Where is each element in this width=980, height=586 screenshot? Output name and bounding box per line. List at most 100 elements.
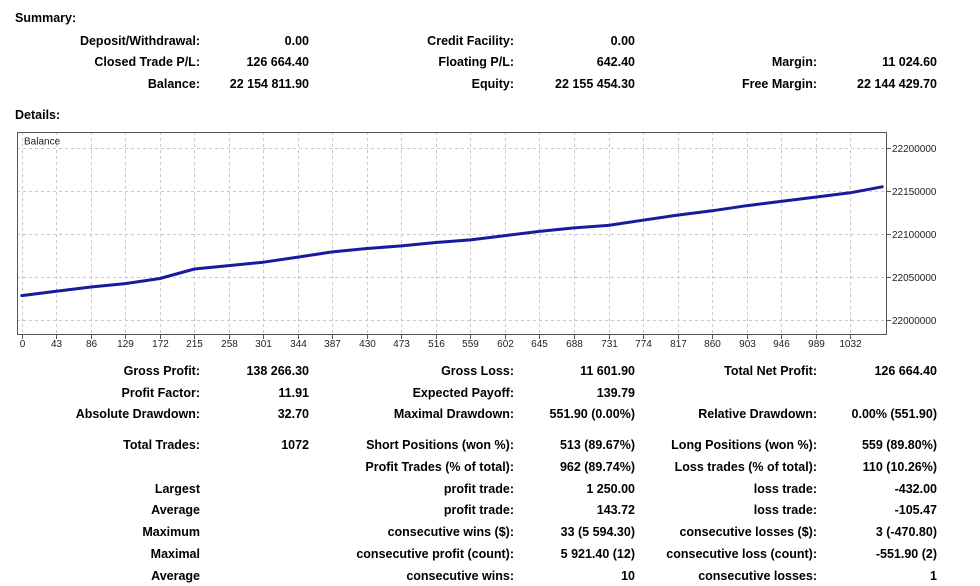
stats-row-average: Average profit trade: 143.72 loss trade:… [0, 502, 980, 518]
free-margin-value: 22 144 429.70 [857, 77, 937, 91]
summary-row-2: Closed Trade P/L: 126 664.40 Floating P/… [0, 54, 980, 70]
maximal-consecutive-profit-value: 5 921.40 (12) [560, 547, 635, 561]
x-tick-label: 989 [808, 339, 825, 350]
total-net-profit-value: 126 664.40 [874, 364, 937, 378]
balance-chart-container: 0 43 86 129 172 215 258 301 344 387 430 473 516 559 60… [15, 128, 945, 353]
gross-profit-value: 138 266.30 [246, 364, 309, 378]
deposit-withdrawal-label: Deposit/Withdrawal: [79, 34, 200, 48]
relative-drawdown-label: Relative Drawdown: [698, 407, 817, 421]
x-tick-label: 903 [739, 339, 756, 350]
free-margin-label: Free Margin: [741, 77, 817, 91]
profit-trades-label: Profit Trades (% of total): [365, 460, 514, 474]
details-heading: Details: [15, 108, 61, 122]
average-label: Average [151, 503, 200, 517]
grid-lines [17, 132, 887, 335]
average-consecutive-losses-label: consecutive losses: [698, 569, 817, 583]
axis-ticks [22, 148, 891, 339]
stats-row-drawdown: Absolute Drawdown: 32.70 Maximal Drawdow… [0, 406, 980, 422]
loss-trades-label: Loss trades (% of total): [674, 460, 817, 474]
series-layer [20, 185, 884, 298]
expected-payoff-label: Expected Payoff: [412, 386, 514, 400]
balance-value: 22 154 811.90 [229, 77, 309, 91]
absolute-drawdown-label: Absolute Drawdown: [75, 407, 200, 421]
y-tick-label: 22100000 [892, 230, 937, 241]
max-consecutive-wins-label: consecutive wins ($): [387, 525, 514, 539]
equity-label: Equity: [471, 77, 514, 91]
gross-profit-label: Gross Profit: [123, 364, 200, 378]
x-tick-label: 172 [152, 339, 169, 350]
balance-line [20, 185, 884, 298]
stats-row-trades: Total Trades: 1072 Short Positions (won … [0, 437, 980, 453]
absolute-drawdown-value: 32.70 [277, 407, 309, 421]
average-consecutive-losses-value: 1 [930, 569, 937, 583]
average-consecutive-label: Average [151, 569, 200, 583]
summary-row-3: Balance: 22 154 811.90 Equity: 22 155 45… [0, 76, 980, 92]
margin-value: 11 024.60 [882, 55, 937, 69]
x-tick-label: 0 [20, 339, 26, 350]
short-positions-label: Short Positions (won %): [366, 438, 514, 452]
y-tick-label: 22000000 [892, 316, 937, 327]
balance-chart: 0 43 86 129 172 215 258 301 344 387 430 473 516 559 60… [17, 132, 937, 350]
stats-row-factor: Profit Factor: 11.91 Expected Payoff: 13… [0, 385, 980, 401]
margin-label: Margin: [771, 55, 817, 69]
summary-heading: Summary: [15, 11, 77, 25]
x-tick-label: 688 [566, 339, 583, 350]
largest-profit-trade-label: profit trade: [443, 482, 514, 496]
x-tick-label: 43 [51, 339, 63, 350]
maximal-consecutive-loss-value: -551.90 (2) [875, 547, 937, 561]
gross-loss-label: Gross Loss: [441, 364, 514, 378]
floating-pl-label: Floating P/L: [438, 55, 514, 69]
loss-trades-value: 110 (10.26%) [862, 460, 937, 474]
y-axis-labels: 22000000 22050000 22100000 22150000 22200000 [892, 144, 937, 327]
largest-loss-trade-value: -432.00 [894, 482, 937, 496]
x-tick-label: 602 [497, 339, 514, 350]
stats-row-average-consecutive: Average consecutive wins: 10 consecutive… [0, 568, 980, 584]
closed-trade-pl-label: Closed Trade P/L: [94, 55, 200, 69]
deposit-withdrawal-value: 0.00 [284, 34, 309, 48]
y-tick-label: 22200000 [892, 144, 937, 155]
long-positions-value: 559 (89.80%) [861, 438, 937, 452]
profit-trades-value: 962 (89.74%) [559, 460, 635, 474]
x-tick-label: 86 [86, 339, 98, 350]
x-tick-label: 215 [186, 339, 203, 350]
profit-factor-value: 11.91 [278, 386, 309, 400]
largest-profit-trade-value: 1 250.00 [586, 482, 635, 496]
y-tick-label: 22050000 [892, 273, 937, 284]
maximal-drawdown-label: Maximal Drawdown: [393, 407, 514, 421]
floating-pl-value: 642.40 [596, 55, 635, 69]
x-tick-label: 387 [324, 339, 341, 350]
x-tick-label: 344 [290, 339, 307, 350]
balance-label: Balance: [147, 77, 200, 91]
max-consecutive-wins-value: 33 (5 594.30) [560, 525, 635, 539]
long-positions-label: Long Positions (won %): [671, 438, 817, 452]
x-tick-label: 946 [773, 339, 790, 350]
average-loss-trade-value: -105.47 [894, 503, 937, 517]
equity-value: 22 155 454.30 [555, 77, 635, 91]
total-trades-value: 1072 [281, 438, 309, 452]
maximum-label: Maximum [142, 525, 200, 539]
short-positions-value: 513 (89.67%) [559, 438, 635, 452]
x-tick-label: 645 [531, 339, 548, 350]
x-tick-label: 731 [601, 339, 618, 350]
average-profit-trade-label: profit trade: [443, 503, 514, 517]
maximal-drawdown-value: 551.90 (0.00%) [549, 407, 635, 421]
x-tick-label: 817 [670, 339, 687, 350]
average-consecutive-wins-value: 10 [621, 569, 635, 583]
stats-row-largest: Largest profit trade: 1 250.00 loss trad… [0, 481, 980, 497]
closed-trade-pl-value: 126 664.40 [246, 55, 309, 69]
total-net-profit-label: Total Net Profit: [724, 364, 817, 378]
stats-row-maximal: Maximal consecutive profit (count): 5 92… [0, 546, 980, 562]
x-tick-label: 473 [393, 339, 410, 350]
stats-row-profit-loss-trades: Profit Trades (% of total): 962 (89.74%)… [0, 459, 980, 475]
x-tick-label: 129 [117, 339, 134, 350]
average-profit-trade-value: 143.72 [596, 503, 635, 517]
total-trades-label: Total Trades: [123, 438, 200, 452]
x-tick-label: 258 [221, 339, 238, 350]
max-consecutive-losses-label: consecutive losses ($): [679, 525, 817, 539]
y-tick-label: 22150000 [892, 187, 937, 198]
credit-facility-value: 0.00 [610, 34, 635, 48]
x-tick-label: 301 [255, 339, 272, 350]
largest-loss-trade-label: loss trade: [753, 482, 817, 496]
chart-legend-label: Balance [24, 137, 61, 148]
